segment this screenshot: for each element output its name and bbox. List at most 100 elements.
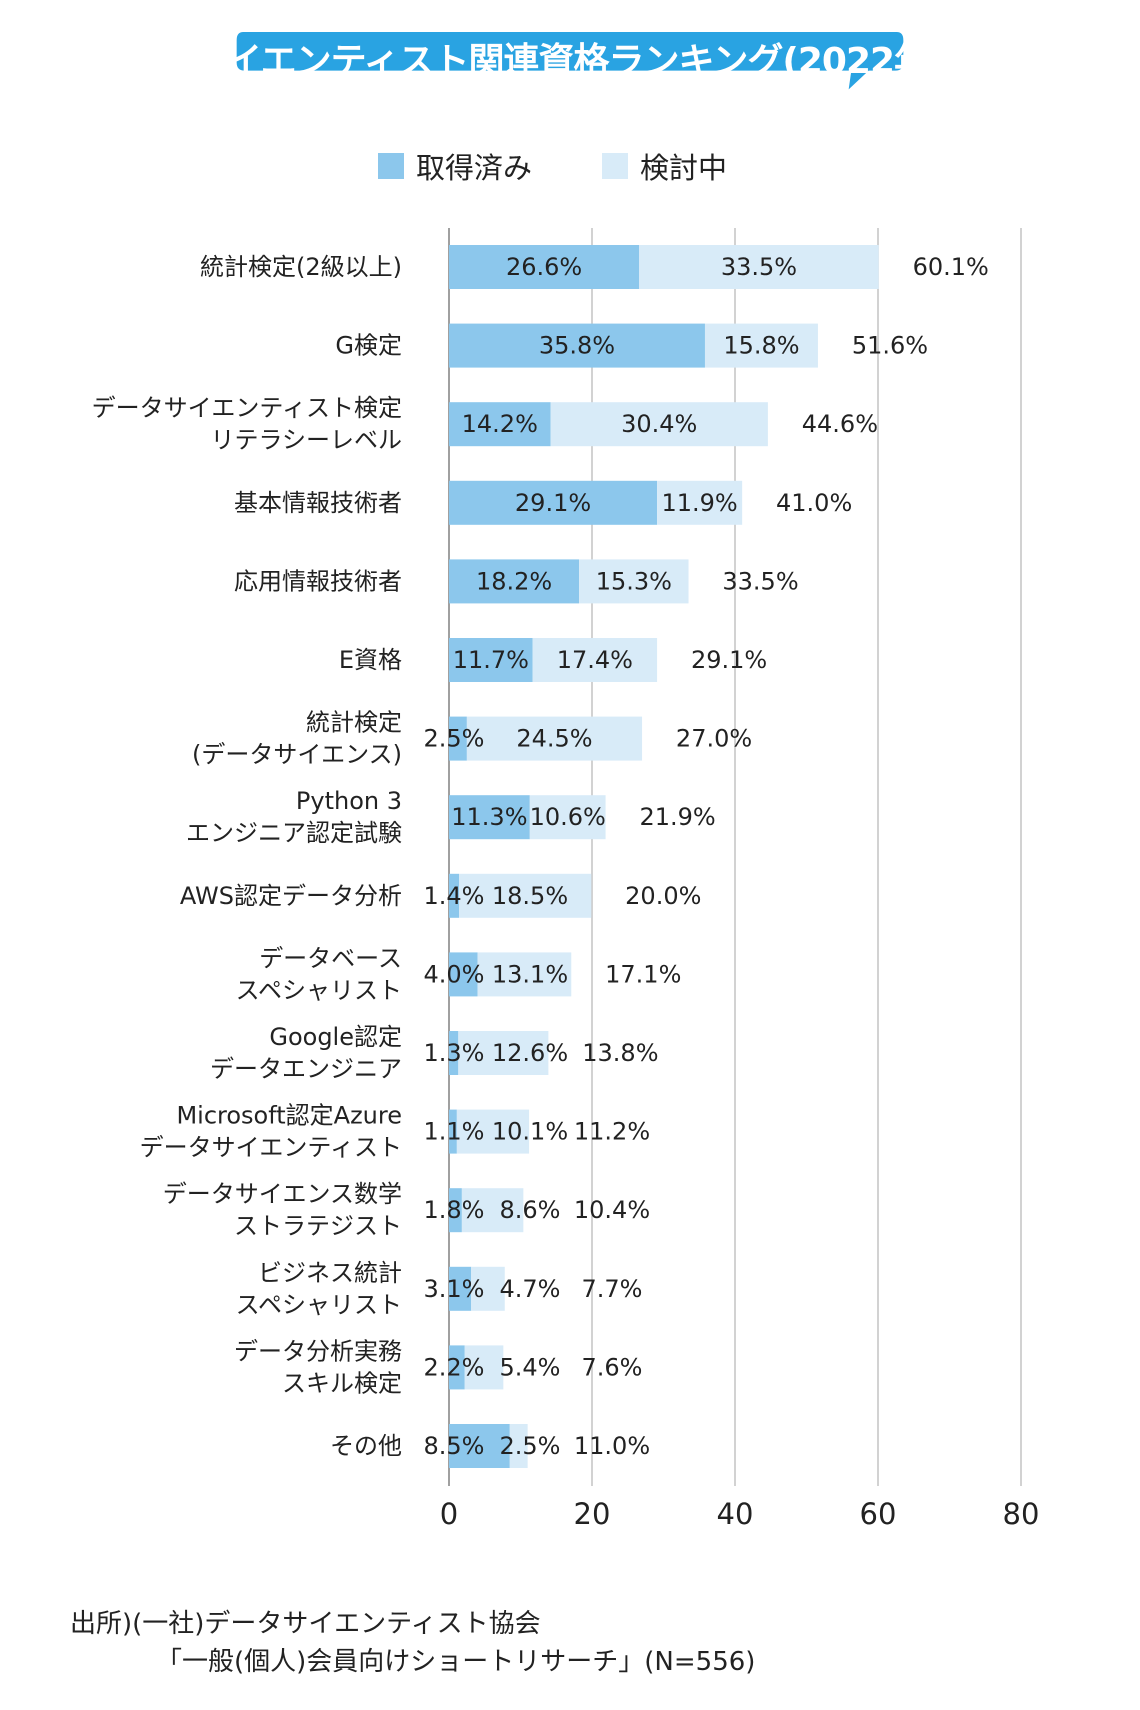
value-label-acquired: 1.3% — [424, 1039, 485, 1067]
legend-label-acquired: 取得済み — [416, 151, 533, 185]
title-banner — [236, 32, 904, 90]
x-tick-label: 20 — [574, 1497, 611, 1531]
bar-considering — [639, 245, 879, 289]
category-label: データエンジニア — [210, 1055, 402, 1083]
category-label: スキル検定 — [282, 1369, 402, 1397]
legend-swatch-considering — [602, 153, 629, 179]
bar-considering — [657, 480, 743, 525]
value-label-total: 17.1% — [605, 960, 681, 988]
value-label-acquired: 14.2% — [462, 410, 538, 438]
category-label: ビジネス統計 — [258, 1259, 402, 1287]
legend-item-considering: 検討中 — [602, 145, 727, 187]
value-label-total: 7.7% — [582, 1275, 643, 1303]
x-tick-label: 40 — [717, 1497, 754, 1531]
bar-acquired — [449, 716, 467, 761]
category-label: リテラシーレベル — [210, 426, 402, 454]
value-label-total: 11.0% — [574, 1432, 650, 1460]
bar-considering — [456, 1109, 530, 1154]
value-label-total: 10.4% — [574, 1196, 650, 1224]
value-label-acquired: 26.6% — [506, 253, 582, 281]
category-label: 統計検定 — [306, 709, 402, 737]
bar-considering — [704, 323, 818, 368]
category-label: (データサイエンス) — [192, 741, 402, 769]
bar-acquired — [449, 1109, 457, 1154]
category-label: Microsoft認定Azure — [176, 1102, 402, 1130]
x-tick-label: 80 — [1003, 1497, 1040, 1531]
bar-acquired — [449, 1188, 462, 1233]
value-label-total: 21.9% — [639, 803, 715, 831]
value-label-acquired: 1.4% — [424, 882, 485, 910]
bar-acquired — [449, 402, 551, 447]
bar-acquired — [449, 1031, 459, 1075]
value-label-considering: 18.5% — [492, 882, 568, 910]
category-label: AWS認定データ分析 — [180, 882, 402, 910]
category-label: スペシャリスト — [236, 1291, 402, 1319]
category-label: E資格 — [339, 646, 402, 674]
bar-considering — [477, 952, 572, 997]
bar-considering — [464, 1345, 504, 1390]
bar-considering — [579, 559, 689, 604]
value-label-total: 51.6% — [852, 332, 928, 360]
value-label-total: 41.0% — [776, 489, 852, 517]
category-label: データベース — [259, 944, 402, 972]
category-label: データサイエンス数学 — [163, 1180, 402, 1208]
bar-considering — [466, 716, 643, 761]
category-label: ストラテジスト — [234, 1212, 402, 1240]
value-label-considering: 33.5% — [721, 253, 797, 281]
value-label-considering: 24.5% — [516, 725, 592, 753]
bar-acquired — [449, 245, 640, 289]
value-label-acquired: 2.2% — [424, 1353, 485, 1381]
value-label-considering: 8.6% — [500, 1196, 561, 1224]
category-label: 統計検定(2級以上) — [200, 253, 402, 281]
bar-considering — [471, 1266, 505, 1311]
value-label-total: 29.1% — [691, 646, 767, 674]
category-label: エンジニア認定試験 — [186, 819, 402, 847]
value-label-acquired: 1.8% — [424, 1196, 485, 1224]
legend-label-considering: 検討中 — [640, 151, 728, 185]
bar-acquired — [449, 323, 705, 368]
category-label: G検定 — [335, 332, 402, 360]
value-label-considering: 17.4% — [557, 646, 633, 674]
value-label-total: 27.0% — [676, 725, 752, 753]
category-label: Python 3 — [296, 787, 402, 815]
bar-acquired — [449, 952, 478, 997]
legend-swatch-acquired — [378, 153, 404, 179]
value-label-total: 11.2% — [574, 1118, 650, 1146]
value-label-acquired: 3.1% — [424, 1275, 485, 1303]
category-label: その他 — [330, 1432, 402, 1460]
value-label-considering: 2.5% — [500, 1432, 561, 1460]
value-label-considering: 15.3% — [596, 567, 672, 595]
value-label-acquired: 11.7% — [453, 646, 529, 674]
bar-acquired — [449, 638, 533, 682]
bar-considering — [509, 1424, 528, 1468]
bar-considering — [532, 638, 658, 682]
value-label-considering: 5.4% — [500, 1353, 561, 1381]
bar-chart: 統計検定(2級以上) 26.6% 33.5% 60.1% G検定 35.8% 15.8% 51… — [92, 228, 1040, 1531]
value-label-considering: 30.4% — [621, 410, 697, 438]
category-label: スペシャリスト — [236, 976, 402, 1004]
value-label-acquired: 11.3% — [451, 803, 527, 831]
x-tick-label: 0 — [440, 1497, 458, 1531]
value-label-total: 13.8% — [582, 1039, 658, 1067]
value-label-considering: 12.6% — [492, 1039, 568, 1067]
bar-acquired — [449, 559, 580, 604]
bar-considering — [461, 1188, 524, 1233]
value-label-considering: 13.1% — [492, 960, 568, 988]
bar-considering — [550, 402, 768, 447]
category-label: Google認定 — [269, 1023, 402, 1051]
bar-considering — [458, 1031, 549, 1075]
chart-title: データサイエンティスト関連資格ランキング(2022年5月時点) — [86, 41, 1075, 82]
value-label-considering: 10.6% — [530, 803, 606, 831]
value-label-considering: 15.8% — [723, 332, 799, 360]
source-note: 出所)(一社)データサイエンティスト協会 「一般(個人)会員向けショートリサーチ… — [70, 1605, 755, 1681]
value-label-considering: 11.9% — [661, 489, 737, 517]
bar-acquired — [449, 873, 460, 918]
value-label-total: 44.6% — [802, 410, 878, 438]
value-label-acquired: 4.0% — [424, 960, 485, 988]
source-line-2: 「一般(個人)会員向けショートリサーチ」(N=556) — [156, 1647, 756, 1677]
value-label-acquired: 29.1% — [515, 489, 591, 517]
legend-item-acquired: 取得済み — [378, 145, 532, 187]
value-label-acquired: 8.5% — [424, 1432, 485, 1460]
category-label: データサイエンティスト — [140, 1134, 402, 1162]
value-label-considering: 10.1% — [492, 1118, 568, 1146]
